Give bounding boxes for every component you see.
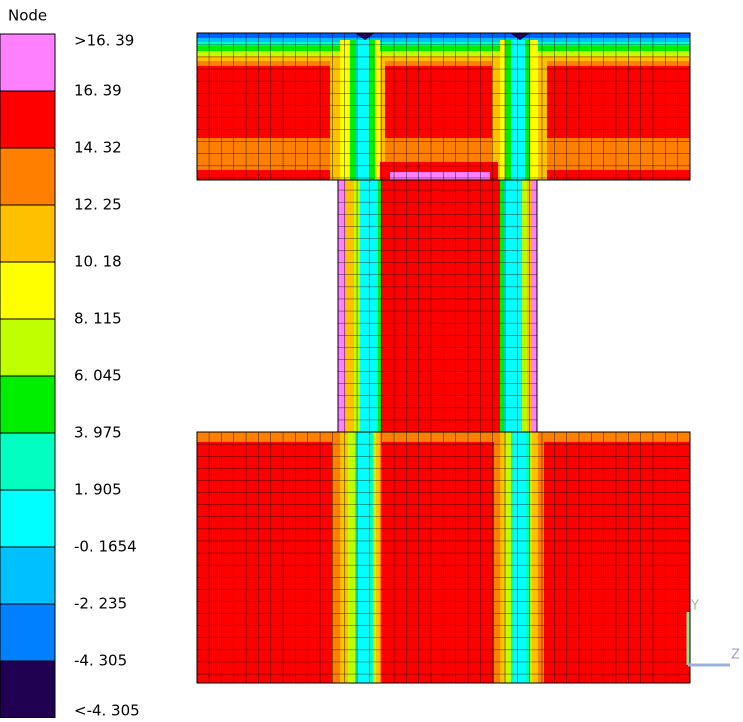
triad-z-label: Z (731, 648, 740, 663)
legend-swatch (0, 660, 56, 719)
legend-swatch (0, 489, 56, 548)
legend-label: -4. 305 (74, 652, 127, 670)
legend-label: 8. 115 (74, 310, 122, 328)
legend-label: -0. 1654 (74, 538, 137, 556)
legend-swatch (0, 90, 56, 149)
legend-label: 3. 975 (74, 424, 122, 442)
legend: >16. 39 16. 39 14. 32 12. 25 10. 18 8. 115 6. … (0, 32, 140, 720)
legend-label: <-4. 305 (74, 702, 140, 719)
triad-y-label: Y (690, 599, 699, 614)
axis-triad: Y Z (686, 599, 740, 667)
legend-label: 10. 18 (74, 253, 122, 271)
legend-swatch (0, 261, 56, 320)
legend-label: >16. 39 (74, 32, 134, 50)
legend-label: 12. 25 (74, 196, 122, 214)
legend-swatch (0, 204, 56, 263)
legend-swatch (0, 318, 56, 377)
contour-model (196, 32, 691, 684)
legend-label: 14. 32 (74, 139, 122, 157)
legend-swatch (0, 33, 56, 92)
legend-swatch (0, 147, 56, 206)
legend-label: -2. 235 (74, 595, 127, 613)
legend-label: 1. 905 (74, 481, 122, 499)
legend-swatch (0, 375, 56, 434)
legend-swatch (0, 432, 56, 491)
legend-label: 16. 39 (74, 82, 122, 100)
legend-header (0, 0, 60, 33)
legend-title: Node (8, 7, 47, 25)
legend-swatch (0, 546, 56, 605)
legend-swatch (0, 603, 56, 662)
legend-label: 6. 045 (74, 367, 122, 385)
